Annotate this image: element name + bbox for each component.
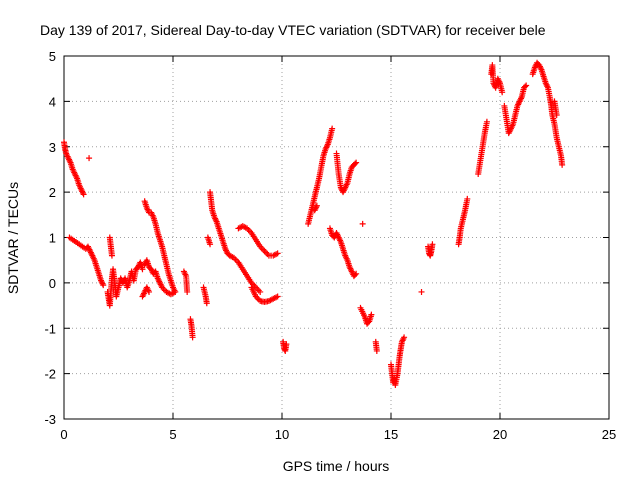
tick-layer: 0 5 10 15 20 25 -3 -2 -1 0 1 2 3 4 5 <box>44 49 616 442</box>
data-point <box>483 118 490 125</box>
data-point <box>313 202 320 209</box>
data-point <box>352 271 359 278</box>
y-tick-label: -1 <box>44 321 56 336</box>
data-point <box>368 311 375 318</box>
data-point <box>146 288 153 295</box>
data-point <box>283 341 290 348</box>
data-point <box>499 89 506 96</box>
data-point <box>329 125 336 132</box>
data-point <box>559 161 566 168</box>
y-tick-label: 3 <box>49 140 56 155</box>
data-point <box>108 252 115 259</box>
data-point <box>257 288 264 295</box>
y-tick-label: -2 <box>44 367 56 382</box>
data-point <box>401 334 408 341</box>
y-tick-label: 4 <box>49 94 56 109</box>
data-point <box>203 300 210 307</box>
y-tick-label: 2 <box>49 185 56 200</box>
data-point <box>172 288 179 295</box>
x-tick-label: 5 <box>169 427 176 442</box>
data-point <box>353 270 360 277</box>
data-point <box>352 160 359 167</box>
data-points <box>61 59 566 388</box>
data-point <box>373 347 380 354</box>
data-point <box>274 250 281 257</box>
data-point <box>184 288 191 295</box>
data-point <box>523 82 530 89</box>
y-axis-label: SDTVAR / TECUs <box>5 182 21 294</box>
x-tick-label: 25 <box>602 427 616 442</box>
data-point <box>139 266 146 273</box>
data-point <box>353 159 360 166</box>
data-point <box>522 83 529 90</box>
data-point <box>429 241 436 248</box>
data-point <box>274 293 281 300</box>
data-point <box>464 195 471 202</box>
y-tick-label: 0 <box>49 276 56 291</box>
x-tick-label: 20 <box>493 427 507 442</box>
x-tick-label: 10 <box>275 427 289 442</box>
x-tick-label: 15 <box>384 427 398 442</box>
data-point <box>86 155 93 162</box>
data-point <box>418 288 425 295</box>
data-point <box>189 334 196 341</box>
x-tick-label: 0 <box>60 427 67 442</box>
x-axis-label: GPS time / hours <box>283 458 390 474</box>
y-tick-label: 5 <box>49 49 56 64</box>
data-point <box>207 241 214 248</box>
y-tick-label: -3 <box>44 412 56 427</box>
data-point <box>100 282 107 289</box>
data-point <box>359 220 366 227</box>
data-point <box>80 191 87 198</box>
data-point <box>553 111 560 118</box>
chart-title: Day 139 of 2017, Sidereal Day-to-day VTE… <box>40 22 546 38</box>
y-tick-label: 1 <box>49 231 56 246</box>
